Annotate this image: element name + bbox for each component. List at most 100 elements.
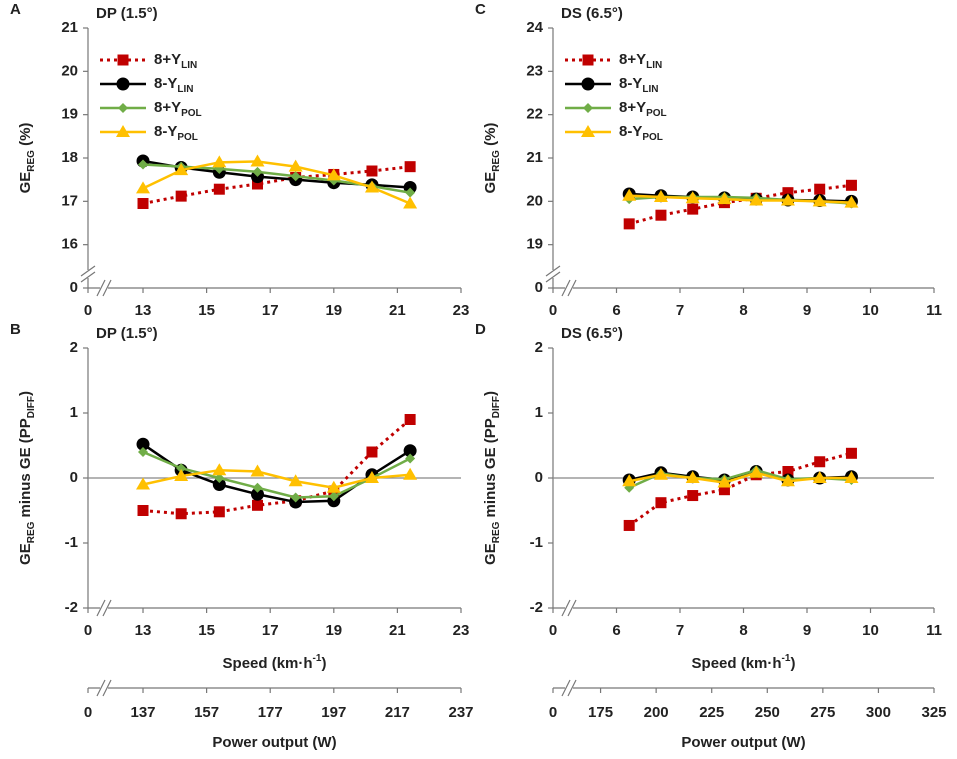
x2-tick-label: 275 <box>810 704 835 721</box>
x-axis-label-part: Speed (km·h <box>692 655 782 672</box>
axis-break <box>545 271 561 283</box>
x-tick-label: 6 <box>612 622 620 639</box>
panel-title: DS (6.5°) <box>561 5 623 22</box>
x-tick-label: 13 <box>135 302 152 319</box>
marker <box>213 506 225 518</box>
x2-tick-label: 157 <box>194 704 219 721</box>
legend-label-part: 8+Y <box>619 99 646 116</box>
y-tick-label: -1 <box>530 534 543 551</box>
y-tick-label: 2 <box>70 339 78 356</box>
y-axis-label-part: (%) <box>482 123 499 151</box>
y-tick-label: -2 <box>530 599 543 616</box>
y-tick-label: 2 <box>535 339 543 356</box>
legend-marker <box>117 54 129 66</box>
x-axis-label: Speed (km·h-1) <box>223 653 327 672</box>
y-axis-label: GEREG minus GE (PPDIFF) <box>17 391 37 565</box>
marker <box>844 195 859 208</box>
marker <box>328 491 339 502</box>
marker <box>717 475 732 488</box>
x2-tick-label: 300 <box>866 704 891 721</box>
axis-break-gap <box>565 281 573 295</box>
y-axis-label-part: minus GE (PP <box>17 418 34 521</box>
x-tick-label: 21 <box>389 622 406 639</box>
axis-break-gap <box>100 601 108 615</box>
marker <box>749 193 764 206</box>
marker <box>685 191 700 204</box>
x-tick-label: 9 <box>803 622 811 639</box>
axis-break-gap <box>547 270 559 278</box>
axis-break-gap <box>100 281 108 295</box>
marker <box>845 179 857 191</box>
legend-marker <box>581 77 595 91</box>
panel-title: DP (1.5°) <box>96 325 158 342</box>
y-tick-label: 21 <box>61 19 78 36</box>
y-tick-label: -1 <box>65 534 78 551</box>
legend-label-part: POL <box>642 132 663 143</box>
marker <box>366 446 378 458</box>
legend-marker <box>582 54 594 66</box>
marker <box>622 474 637 487</box>
series-line <box>142 165 411 205</box>
legend-label-part: LIN <box>646 60 662 71</box>
legend-label: 8+YLIN <box>619 51 662 71</box>
marker <box>252 166 263 177</box>
marker <box>174 469 189 482</box>
y-tick-label: 1 <box>535 404 543 421</box>
marker <box>845 447 857 459</box>
y-axis-label: GEREG (%) <box>17 123 37 194</box>
y-tick-label: 19 <box>526 236 543 253</box>
axis-break <box>96 679 106 697</box>
x-tick-label: 11 <box>926 302 942 319</box>
marker <box>780 474 795 487</box>
marker <box>137 505 149 516</box>
marker <box>655 497 667 509</box>
axis-break-gap <box>565 601 573 615</box>
x-tick-label: 13 <box>135 622 152 639</box>
marker <box>326 480 341 493</box>
axis-break <box>102 599 112 617</box>
legend-label: 8-YLIN <box>619 75 658 95</box>
axis-break <box>567 679 577 697</box>
axis-break-gap <box>565 681 573 695</box>
legend-marker <box>118 103 128 113</box>
marker <box>212 155 227 168</box>
marker <box>251 499 263 511</box>
marker <box>251 178 263 190</box>
panel-title: DP (1.5°) <box>96 5 158 22</box>
legend-label-part: 8-Y <box>154 123 177 140</box>
axis-break <box>567 279 577 297</box>
panel-title: DS (6.5°) <box>561 325 623 342</box>
y-axis-label-part: DIFF <box>491 396 502 418</box>
x-tick-label: 10 <box>862 302 879 319</box>
marker <box>364 471 379 483</box>
x2-tick-label: 325 <box>921 704 946 721</box>
y-axis-label: GEREG minus GE (PPDIFF) <box>482 391 502 565</box>
marker <box>404 161 416 173</box>
axis-break <box>102 279 112 297</box>
marker <box>212 463 227 476</box>
legend-label: 8-YPOL <box>154 123 198 143</box>
x-tick-label: 17 <box>262 622 279 639</box>
marker <box>364 180 379 193</box>
marker <box>687 490 699 502</box>
axis-break <box>561 679 571 697</box>
marker <box>405 187 416 198</box>
marker <box>623 218 635 230</box>
y-axis-label-part: REG <box>26 521 37 543</box>
marker <box>175 190 187 202</box>
marker <box>136 181 151 194</box>
legend-label-part: POL <box>181 108 202 119</box>
legend-label-part: 8-Y <box>619 75 642 92</box>
x2-tick-label: 137 <box>130 704 155 721</box>
marker <box>844 471 859 483</box>
y-axis-label-part: (%) <box>17 123 34 151</box>
marker <box>403 196 418 209</box>
legend-marker <box>116 125 130 137</box>
legend-label-part: POL <box>177 132 198 143</box>
series-line <box>629 194 852 204</box>
x-tick-label: 0 <box>84 302 92 319</box>
legend-marker <box>581 125 595 137</box>
marker <box>653 190 668 202</box>
y-axis-label-part: GE <box>17 172 34 194</box>
axis-break <box>96 279 106 297</box>
